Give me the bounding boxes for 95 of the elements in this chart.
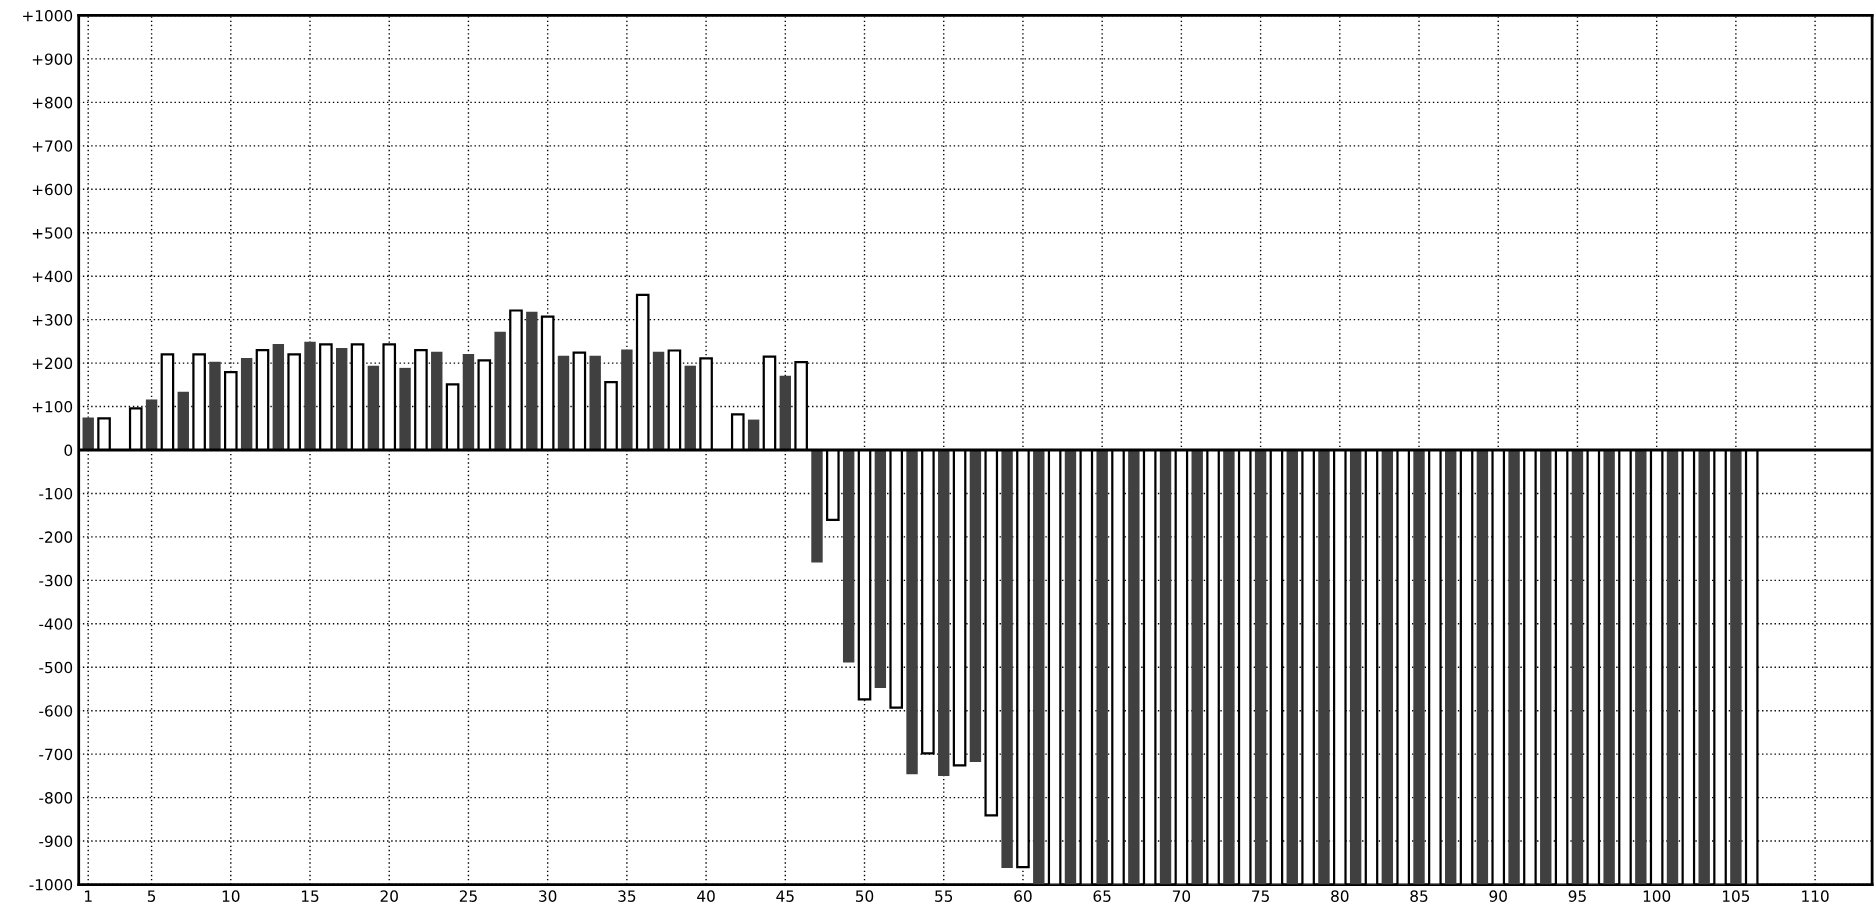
y-tick-label: -600 bbox=[39, 705, 73, 717]
bar bbox=[779, 375, 792, 450]
x-tick-label: 100 bbox=[1643, 890, 1671, 902]
x-tick-label: 40 bbox=[697, 890, 715, 902]
y-tick-label: -200 bbox=[39, 531, 73, 543]
bar bbox=[1159, 449, 1172, 885]
bar bbox=[1508, 449, 1520, 885]
x-tick-label: 1 bbox=[85, 890, 92, 902]
bar bbox=[1128, 449, 1140, 885]
bar bbox=[652, 351, 665, 450]
x-tick-label: 50 bbox=[855, 890, 874, 902]
bar bbox=[1635, 449, 1647, 885]
bar bbox=[874, 449, 887, 689]
bar bbox=[209, 361, 221, 450]
bar bbox=[494, 331, 506, 450]
bar bbox=[1730, 449, 1742, 885]
y-tick-label: +200 bbox=[32, 357, 73, 370]
bar bbox=[557, 355, 570, 450]
y-tick-label: +1000 bbox=[23, 9, 73, 22]
x-tick-label: 90 bbox=[1489, 890, 1507, 902]
x-tick-label: 85 bbox=[1410, 890, 1428, 902]
bar bbox=[336, 347, 348, 450]
x-tick-label: 10 bbox=[222, 890, 240, 902]
bar bbox=[1698, 449, 1710, 885]
y-tick-label: -700 bbox=[39, 748, 73, 761]
bar bbox=[1064, 449, 1077, 885]
bar bbox=[177, 391, 189, 450]
bar bbox=[684, 365, 696, 450]
bar bbox=[1349, 449, 1362, 885]
bar bbox=[240, 357, 253, 450]
y-tick-label: -800 bbox=[39, 792, 73, 804]
bar bbox=[621, 349, 633, 450]
x-tick-label: 15 bbox=[301, 890, 319, 902]
bar bbox=[747, 419, 760, 450]
bar bbox=[82, 417, 94, 450]
x-tick-label: 110 bbox=[1802, 890, 1829, 902]
bar bbox=[272, 343, 285, 450]
x-tick-label: 35 bbox=[618, 890, 636, 902]
bar bbox=[1666, 449, 1679, 885]
x-tick-label: 80 bbox=[1331, 890, 1349, 902]
x-tick-label: 45 bbox=[776, 890, 794, 902]
bar bbox=[526, 311, 538, 450]
y-tick-label: +900 bbox=[32, 53, 73, 65]
bar bbox=[1603, 449, 1615, 885]
x-tick-label: 30 bbox=[539, 890, 557, 902]
bar bbox=[462, 353, 475, 450]
y-tick-label: -900 bbox=[39, 835, 73, 848]
bar bbox=[431, 351, 443, 450]
x-tick-label: 55 bbox=[935, 890, 953, 902]
bar bbox=[1223, 449, 1235, 885]
x-tick-label: 20 bbox=[380, 890, 398, 902]
bar bbox=[1001, 449, 1013, 869]
y-tick-label: +800 bbox=[32, 96, 73, 109]
y-tick-label: +700 bbox=[32, 140, 73, 152]
bar bbox=[906, 449, 918, 775]
bar bbox=[811, 449, 823, 563]
x-tick-label: 70 bbox=[1172, 890, 1191, 902]
x-tick-label: 95 bbox=[1568, 890, 1586, 902]
bar bbox=[1286, 449, 1298, 885]
x-tick-label: 60 bbox=[1014, 890, 1032, 902]
y-tick-label: +400 bbox=[32, 270, 73, 283]
bar bbox=[1413, 449, 1425, 885]
y-tick-label: +300 bbox=[32, 314, 73, 326]
x-tick-label: 75 bbox=[1252, 890, 1269, 902]
y-tick-label: -100 bbox=[39, 487, 73, 500]
bar bbox=[304, 341, 316, 450]
bar bbox=[1540, 449, 1552, 885]
y-tick-label: +600 bbox=[32, 183, 73, 196]
bar bbox=[1445, 449, 1457, 885]
bar bbox=[399, 367, 411, 450]
bar bbox=[969, 449, 982, 762]
bar bbox=[1033, 449, 1045, 885]
y-tick-label: +500 bbox=[32, 227, 73, 239]
x-tick-label: 25 bbox=[459, 890, 477, 902]
bar bbox=[1571, 449, 1584, 885]
y-tick-label: -300 bbox=[39, 574, 73, 587]
y-tick-label: +100 bbox=[32, 401, 73, 413]
bar bbox=[1476, 449, 1489, 885]
bar bbox=[842, 449, 855, 663]
bar bbox=[1254, 449, 1267, 885]
x-tick-label: 65 bbox=[1093, 890, 1111, 902]
bar bbox=[1318, 449, 1330, 885]
bar bbox=[938, 449, 950, 776]
bar bbox=[1381, 449, 1394, 885]
bar bbox=[145, 399, 158, 450]
y-tick-label: -500 bbox=[39, 661, 73, 674]
bar bbox=[1191, 449, 1203, 885]
bar bbox=[367, 365, 380, 450]
y-tick-label: -1000 bbox=[29, 878, 73, 891]
y-tick-label: 0 bbox=[64, 444, 73, 457]
x-tick-label: 5 bbox=[147, 890, 156, 902]
x-tick-label: 105 bbox=[1722, 890, 1750, 902]
bar bbox=[1096, 449, 1108, 885]
bar bbox=[589, 355, 601, 450]
y-tick-label: -400 bbox=[39, 618, 73, 630]
